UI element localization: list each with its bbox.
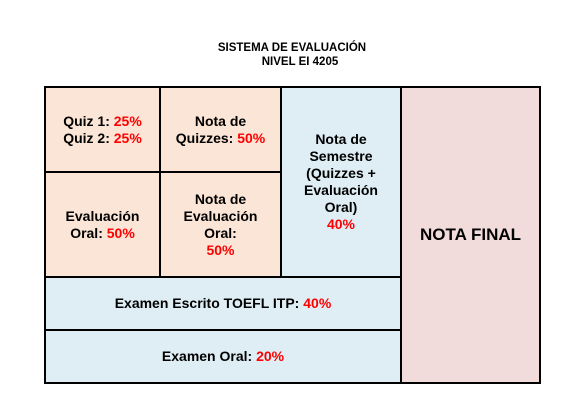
semester-grade-line-4: Evaluación (304, 182, 378, 198)
oral-evaluation-grade-value: 50% (206, 241, 235, 258)
oral-evaluation-grade-line-2: Evaluación (183, 207, 258, 224)
oral-exam-label: Examen Oral: (161, 348, 253, 364)
oral-evaluation-label-2: Oral: (70, 224, 103, 241)
border-top (44, 86, 541, 88)
oral-evaluation-value: 50% (106, 224, 135, 241)
quiz-2-line: Quiz 2: 25% (63, 130, 142, 147)
semester-grade-cell: Nota de Semestre (Quizzes + Evaluación O… (281, 87, 401, 277)
divider-quiz-columns (159, 86, 161, 278)
oral-evaluation-grade-cell: Nota de Evaluación Oral: 50% (160, 172, 281, 277)
divider-written-exam (44, 276, 401, 278)
oral-exam-cell: Examen Oral: 20% (45, 330, 401, 383)
quiz-weights-cell: Quiz 1: 25% Quiz 2: 25% (45, 87, 160, 172)
quiz-2-label: Quiz 2: (63, 129, 110, 146)
semester-grade-line-5: Oral) (324, 199, 358, 215)
divider-quiz-rows (44, 171, 281, 173)
quizzes-grade-value: 50% (237, 129, 266, 146)
oral-evaluation-label-1: Evaluación (65, 207, 140, 224)
quiz-2-value: 25% (113, 129, 142, 146)
final-grade-label: NOTA FINAL (419, 225, 522, 244)
oral-evaluation-grade-line-1: Nota de (194, 190, 247, 207)
border-right (539, 86, 541, 384)
quiz-1-label: Quiz 1: (63, 112, 110, 129)
oral-evaluation-grade-line-3: Oral: (204, 224, 237, 241)
quizzes-grade-line-2: Quizzes: 50% (176, 130, 266, 147)
semester-grade-line-3: (Quizzes + (306, 165, 376, 181)
written-exam-cell: Examen Escrito TOEFL ITP: 40% (45, 277, 401, 330)
divider-final-grade (400, 86, 402, 384)
quiz-1-line: Quiz 1: 25% (63, 113, 142, 130)
semester-grade-line-1: Nota de (315, 131, 367, 147)
quizzes-grade-label-1: Nota de (194, 112, 247, 129)
written-exam-label: Examen Escrito TOEFL ITP: (114, 295, 300, 311)
oral-evaluation-cell: Evaluación Oral: 50% (45, 172, 160, 277)
oral-exam-value: 20% (256, 348, 285, 364)
semester-grade-line-2: Semestre (309, 148, 373, 164)
quiz-1-value: 25% (113, 112, 142, 129)
quizzes-grade-label-2: Quizzes: (175, 129, 234, 146)
border-bottom (44, 382, 541, 384)
divider-semester (280, 86, 282, 278)
diagram-subtitle: NIVEL EI 4205 (261, 56, 339, 68)
semester-grade-value: 40% (326, 216, 355, 232)
final-grade-cell: NOTA FINAL (401, 87, 540, 383)
oral-evaluation-line-2: Oral: 50% (66, 225, 140, 242)
quizzes-grade-cell: Nota de Quizzes: 50% (160, 87, 281, 172)
diagram-title: SISTEMA DE EVALUACIÓN (217, 42, 367, 54)
written-exam-value: 40% (303, 295, 332, 311)
border-left (44, 86, 46, 384)
divider-oral-exam (44, 329, 401, 331)
